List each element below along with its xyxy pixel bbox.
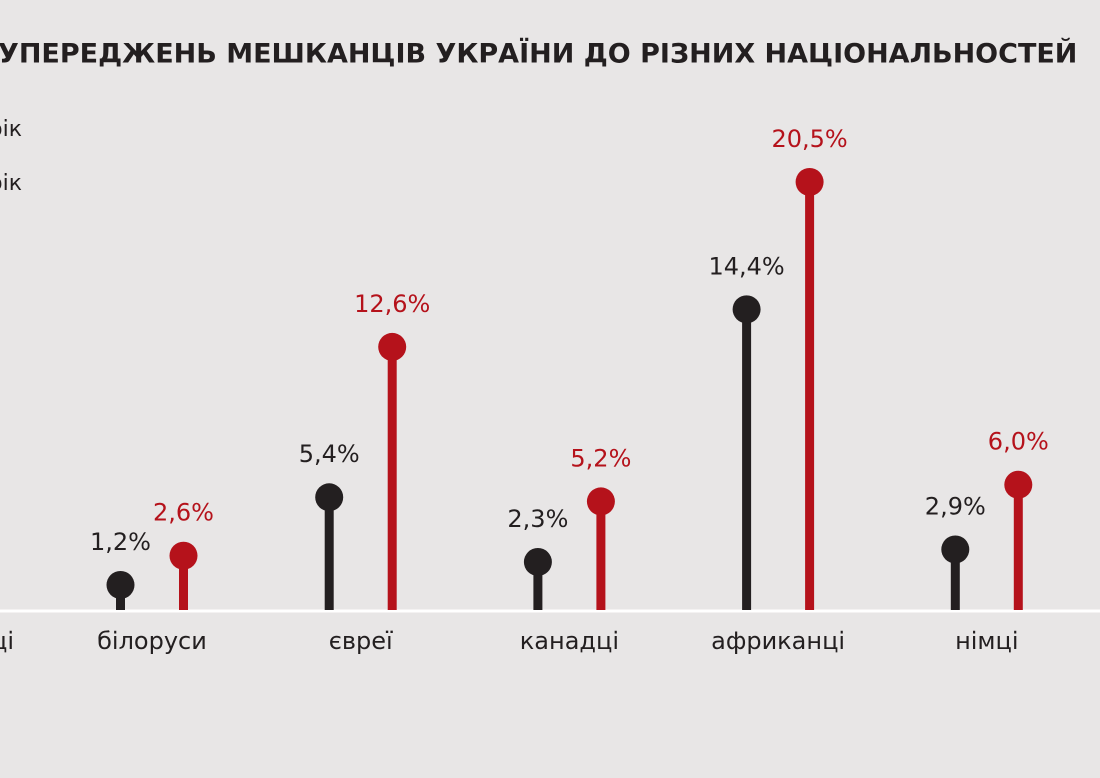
- value-label: 2,3%: [507, 505, 568, 533]
- x-tick-label: німці: [955, 627, 1018, 655]
- x-tick-label: африканці: [711, 627, 845, 655]
- dot: [523, 547, 552, 576]
- dot: [169, 541, 198, 570]
- legend-label: рік: [0, 171, 22, 196]
- value-label: 6,0%: [988, 428, 1049, 456]
- value-label: 5,4%: [299, 440, 360, 468]
- value-label: 12,6%: [354, 290, 430, 318]
- x-tick-label: ці: [0, 627, 14, 655]
- x-tick-label: білоруси: [97, 627, 207, 655]
- value-label: 14,4%: [708, 252, 784, 280]
- dot: [795, 167, 824, 196]
- dot: [378, 332, 407, 361]
- dot: [315, 483, 344, 512]
- dot: [941, 535, 970, 564]
- value-label: 5,2%: [570, 444, 631, 472]
- x-tick-label: канадці: [520, 627, 619, 655]
- chart-title: УПЕРЕДЖЕНЬ МЕШКАНЦІВ УКРАЇНИ ДО РІЗНИХ Н…: [0, 38, 1077, 70]
- value-label: 2,6%: [153, 499, 214, 527]
- value-label: 2,9%: [925, 492, 986, 520]
- legend-label: рік: [0, 117, 22, 142]
- dot: [106, 570, 135, 599]
- dot: [732, 295, 761, 324]
- value-label: 1,2%: [90, 528, 151, 556]
- dot: [1004, 470, 1033, 499]
- dot: [586, 487, 615, 516]
- x-tick-label: євреї: [329, 627, 393, 655]
- value-label: 20,5%: [771, 125, 847, 153]
